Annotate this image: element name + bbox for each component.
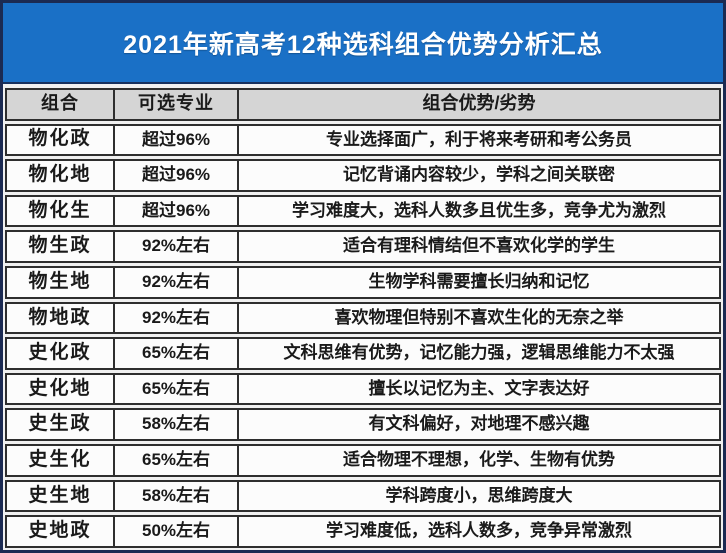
table-row: 物化地 超过96% 记忆背诵内容较少，学科之间关联密 [5, 159, 721, 192]
note-cell: 专业选择面广，利于将来考研和考公务员 [326, 129, 632, 149]
table-row: 史化政 65%左右 文科思维有优势，记忆能力强，逻辑思维能力不太强 [5, 337, 721, 370]
combo-cell: 史化地 [7, 374, 115, 404]
combo-cell: 史地政 [7, 517, 115, 546]
table-row: 物地政 92%左右 喜欢物理但特别不喜欢生化的无奈之举 [5, 301, 721, 335]
note-cell: 擅长以记忆为主、文字表达好 [368, 378, 590, 398]
note-cell: 学习难度大，选科人数多且优生多，竞争尤为激烈 [292, 200, 666, 220]
combo-cell: 史生化 [7, 446, 115, 475]
percent-cell: 超过96% [115, 161, 239, 190]
combo-cell: 史化政 [7, 339, 115, 368]
page-title: 2021年新高考12种选科组合优势分析汇总 [123, 30, 603, 59]
note-cell: 学科跨度小，思维跨度大 [385, 485, 573, 505]
table-row: 物生地 92%左右 生物学科需要擅长归纳和记忆 [5, 266, 721, 299]
note-cell: 有文科偏好，对地理不感兴趣 [368, 414, 590, 434]
percent-cell: 65%左右 [115, 374, 239, 404]
percent-cell: 超过96% [115, 125, 239, 155]
table-row: 物化生 超过96% 学习难度大，选科人数多且优生多，竞争尤为激烈 [5, 194, 721, 228]
header-combo: 组合 [7, 90, 115, 119]
table-row: 史地政 50%左右 学习难度低，选科人数多，竞争异常激烈 [5, 515, 721, 548]
table-row: 史生化 65%左右 适合物理不理想，化学、生物有优势 [5, 444, 721, 477]
table-row: 物生政 92%左右 适合有理科情结但不喜欢化学的学生 [5, 230, 721, 264]
percent-cell: 50%左右 [115, 517, 239, 546]
combo-cell: 物地政 [7, 303, 115, 333]
subject-combination-table: 组合 可选专业 组合优势/劣势 物化政 超过96% 专业选择面广，利于将来考研和… [3, 84, 723, 550]
combo-cell: 物生政 [7, 232, 115, 262]
note-cell: 记忆背诵内容较少，学科之间关联密 [343, 165, 615, 185]
percent-cell: 58%左右 [115, 410, 239, 440]
percent-cell: 58%左右 [115, 481, 239, 511]
combo-cell: 史生政 [7, 410, 115, 440]
note-cell: 适合物理不理想，化学、生物有优势 [343, 450, 615, 470]
table-row: 史生政 58%左右 有文科偏好，对地理不感兴趣 [5, 408, 721, 442]
combo-cell: 物化地 [7, 161, 115, 190]
combo-cell: 物化生 [7, 196, 115, 226]
percent-cell: 92%左右 [115, 268, 239, 297]
title-bar: 2021年新高考12种选科组合优势分析汇总 [3, 3, 723, 84]
header-note: 组合优势/劣势 [422, 93, 536, 114]
combo-cell: 物生地 [7, 268, 115, 297]
note-cell: 适合有理科情结但不喜欢化学的学生 [343, 236, 615, 256]
note-cell: 文科思维有优势，记忆能力强，逻辑思维能力不太强 [283, 343, 675, 363]
combo-cell: 物化政 [7, 125, 115, 155]
note-cell: 生物学科需要擅长归纳和记忆 [368, 272, 590, 291]
note-cell: 学习难度低，选科人数多，竞争异常激烈 [326, 521, 632, 541]
table-row: 物化政 超过96% 专业选择面广，利于将来考研和考公务员 [5, 123, 721, 157]
header-percent: 可选专业 [115, 90, 239, 119]
note-cell: 喜欢物理但特别不喜欢生化的无奈之举 [334, 307, 624, 327]
percent-cell: 65%左右 [115, 339, 239, 368]
table-row: 史化地 65%左右 擅长以记忆为主、文字表达好 [5, 372, 721, 406]
combo-cell: 史生地 [7, 481, 115, 511]
percent-cell: 92%左右 [115, 232, 239, 262]
table-row: 史生地 58%左右 学科跨度小，思维跨度大 [5, 479, 721, 513]
table-header-row: 组合 可选专业 组合优势/劣势 [5, 88, 721, 121]
percent-cell: 超过96% [115, 196, 239, 226]
percent-cell: 92%左右 [115, 303, 239, 333]
percent-cell: 65%左右 [115, 446, 239, 475]
